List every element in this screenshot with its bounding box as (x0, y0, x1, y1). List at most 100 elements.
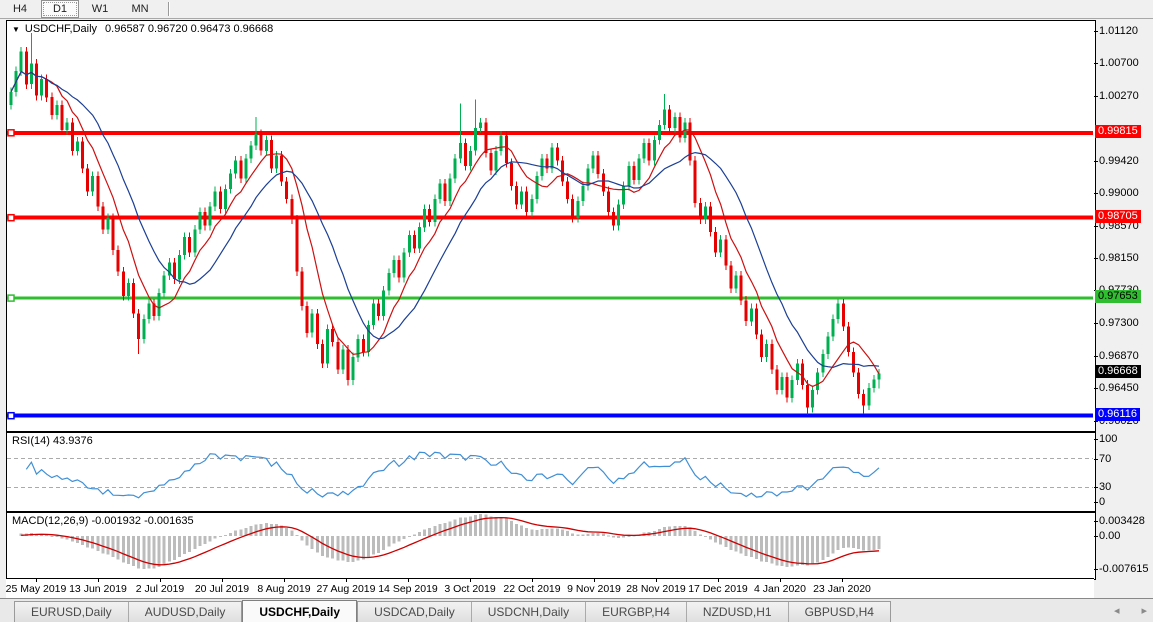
chart-tab-nzdusd[interactable]: NZDUSD,H1 (685, 602, 788, 622)
date-axis-label: 4 Jan 2020 (754, 583, 806, 595)
macd-signal-line (21, 516, 880, 566)
macd-plot[interactable] (7, 513, 1093, 577)
rsi-axis-label: 0 (1094, 496, 1151, 508)
axis-tick (1094, 63, 1098, 65)
current-price-badge: 0.96668 (1095, 365, 1141, 379)
axis-tick (1094, 388, 1098, 390)
macd-axis-label: -0.007615 (1094, 563, 1151, 575)
date-axis-tick (780, 579, 781, 582)
tab-scroll-left-button[interactable]: ◂ (1113, 605, 1120, 617)
tf-button-mn[interactable]: MN (131, 3, 149, 15)
axis-tick (1094, 31, 1098, 32)
date-axis-tick (532, 579, 533, 582)
axis-tick (1094, 502, 1098, 503)
candles (9, 33, 881, 415)
price-axis-label: 0.99000 (1094, 187, 1151, 199)
rsi-indicator-label: RSI(14) 43.9376 (12, 435, 93, 447)
rsi-line (25, 451, 880, 499)
axis-tick (1094, 323, 1098, 325)
date-axis-tick (36, 579, 37, 582)
chart-title: ▼ USDCHF,Daily 0.96587 0.96720 0.96473 0.9… (12, 23, 273, 35)
chart-tab-group: EURUSD,Daily AUDUSD,Daily (14, 601, 243, 622)
rsi-axis-label: 100 (1094, 433, 1151, 445)
date-axis-tick (222, 579, 223, 582)
price-axis-label: 1.00270 (1094, 90, 1151, 102)
tf-button-d1[interactable]: D1 (41, 0, 79, 18)
date-axis-tick (470, 579, 471, 582)
price-axis-label: 0.96870 (1094, 350, 1151, 362)
rsi-pane[interactable]: RSI(14) 43.9376 (6, 432, 1096, 512)
axis-tick (1094, 258, 1098, 260)
date-axis-label: 9 Nov 2019 (567, 583, 621, 595)
date-axis-label: 22 Oct 2019 (503, 583, 561, 595)
timeframe-toolbar: H4 D1 W1 MN (0, 0, 1153, 19)
ma-fast-line (10, 70, 880, 388)
tab-scroll-right-button[interactable]: ▸ (1141, 605, 1147, 617)
price-axis-label: 0.98150 (1094, 252, 1151, 264)
axis-tick (1094, 161, 1098, 162)
rsi-plot[interactable] (7, 433, 1093, 509)
chart-tab-audusd[interactable]: AUDUSD,Daily (127, 602, 242, 622)
price-level-badge-0.97653: 0.97653 (1095, 290, 1141, 304)
candlestick-plot[interactable] (7, 21, 1093, 429)
date-axis-tick (594, 579, 595, 582)
macd-axis-label: 0.003428 (1094, 515, 1151, 527)
ma-slow-line (10, 70, 880, 369)
date-axis: 25 May 2019 13 Jun 2019 2 Jul 2019 20 Jul 2… (6, 578, 1094, 599)
chart-tab-usdcnh[interactable]: USDCNH,Daily (470, 602, 585, 622)
date-axis-label: 3 Oct 2019 (444, 583, 496, 595)
price-axis-label: 1.00700 (1094, 57, 1151, 69)
date-axis-tick (98, 579, 99, 582)
date-axis-tick (346, 579, 347, 582)
date-axis-label: 2 Jul 2019 (135, 583, 185, 595)
price-axis-label: 1.01120 (1094, 25, 1151, 37)
level-line-handle[interactable] (7, 213, 15, 222)
date-axis-label: 17 Dec 2019 (688, 583, 748, 595)
axis-tick (1094, 487, 1098, 489)
axis-tick (1094, 536, 1098, 537)
axis-tick (1094, 226, 1098, 227)
main-chart-pane[interactable]: ▼ USDCHF,Daily 0.96587 0.96720 0.96473 0.9… (6, 20, 1096, 432)
chart-tab-eurusd[interactable]: EURUSD,Daily (31, 605, 112, 619)
axis-tick (1094, 356, 1098, 357)
level-line-handle[interactable] (7, 411, 15, 420)
macd-pane[interactable]: MACD(12,26,9) -0.001932 -0.001635 (6, 512, 1096, 580)
chart-tab-bar: EURUSD,Daily AUDUSD,Daily USDCHF,Daily USDC… (0, 598, 1153, 622)
chart-tab-eurgbp[interactable]: EURGBP,H4 (585, 602, 686, 622)
price-level-badge-0.98705: 0.98705 (1095, 209, 1141, 223)
macd-axis-label: 0.00 (1094, 530, 1151, 542)
date-axis-label: 23 Jan 2020 (813, 583, 871, 595)
tf-button-w1[interactable]: W1 (91, 3, 109, 15)
date-axis-tick (160, 579, 161, 582)
rsi-axis-label: 70 (1094, 453, 1151, 465)
price-level-badge-0.96116: 0.96116 (1095, 407, 1140, 421)
level-line-handle[interactable] (7, 294, 15, 302)
toolbar-separator (168, 2, 169, 16)
axis-tick (1094, 439, 1098, 440)
chart-quote-label: 0.96587 0.96720 0.96473 0.96668 (105, 23, 274, 35)
axis-tick (1094, 193, 1098, 195)
date-axis-label: 28 Nov 2019 (626, 583, 686, 595)
price-axis-label: 0.99420 (1094, 155, 1151, 167)
level-line-handle[interactable] (7, 129, 15, 137)
axis-tick (1094, 421, 1098, 422)
date-axis-label: 14 Sep 2019 (378, 583, 438, 595)
price-axis-label: 0.98570 (1094, 220, 1151, 232)
chart-tab-gbpusd[interactable]: GBPUSD,H4 (787, 602, 890, 622)
date-axis-label: 25 May 2019 (5, 583, 67, 595)
tab-scroll-buttons: ◂ ▸ (1114, 604, 1147, 617)
chart-tab-usdchf[interactable]: USDCHF,Daily (242, 600, 358, 622)
date-axis-tick (656, 579, 657, 582)
chevron-down-icon[interactable]: ▼ (12, 25, 20, 34)
chart-tab-usdcad[interactable]: USDCAD,Daily (374, 605, 455, 619)
date-axis-tick (408, 579, 409, 582)
price-level-badge-0.99815: 0.99815 (1095, 124, 1141, 138)
date-axis-label: 27 Aug 2019 (316, 583, 376, 595)
date-axis-label: 8 Aug 2019 (257, 583, 311, 595)
axis-tick (1094, 569, 1098, 570)
chart-symbol-label: USDCHF,Daily (24, 23, 98, 35)
tf-button-h4[interactable]: H4 (12, 3, 28, 15)
axis-tick (1094, 458, 1098, 460)
date-axis-tick (718, 579, 719, 582)
